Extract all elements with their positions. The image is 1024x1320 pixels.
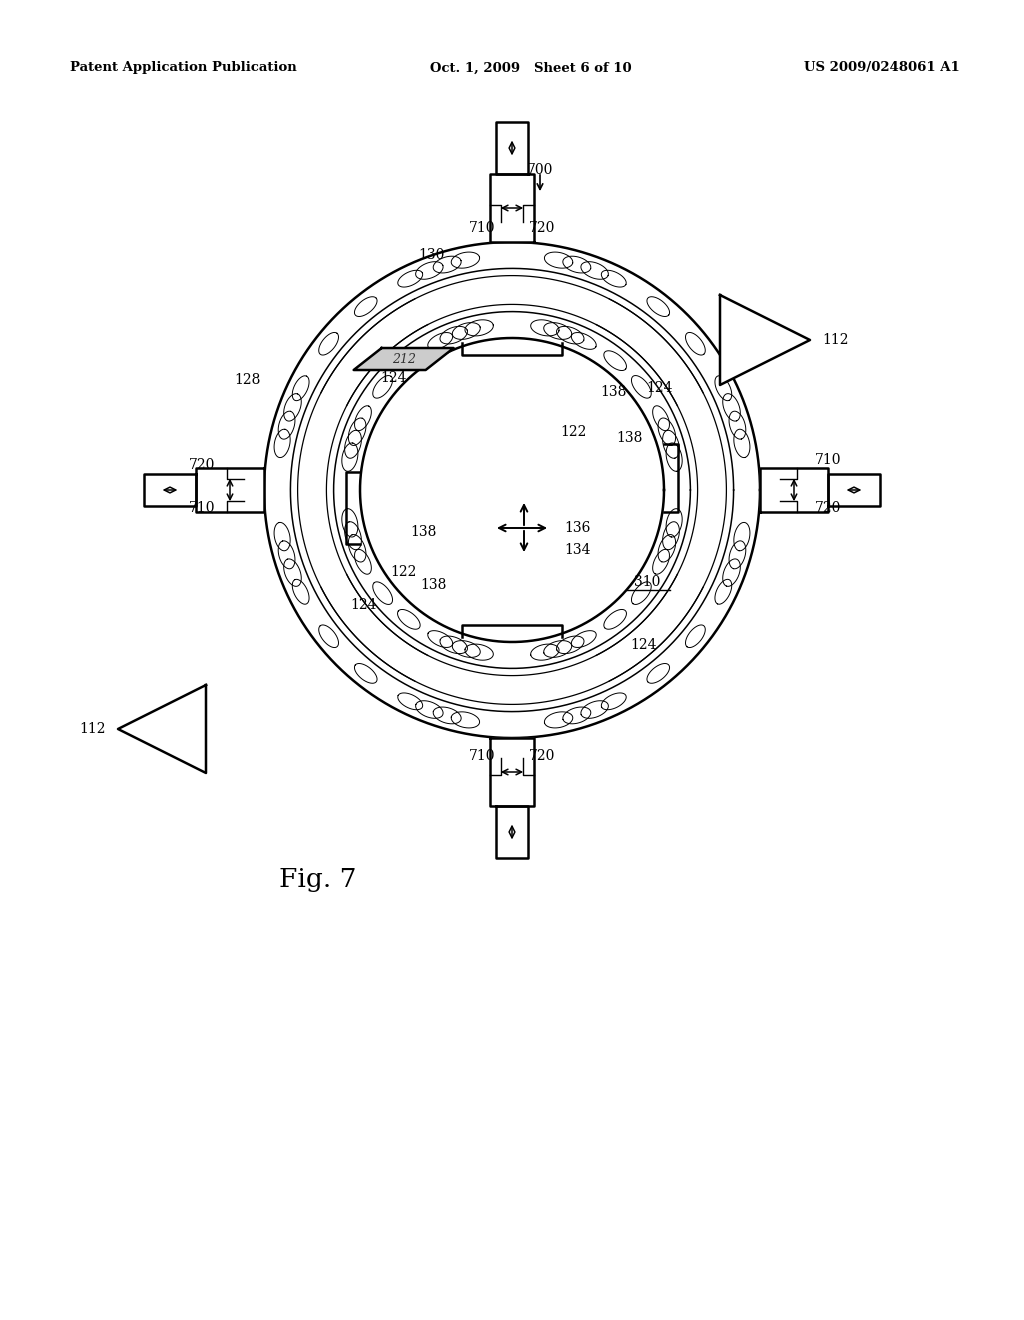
Text: 720: 720 [528, 220, 555, 235]
Text: 112: 112 [822, 333, 849, 347]
Polygon shape [118, 685, 206, 774]
Text: 720: 720 [188, 458, 215, 473]
Polygon shape [760, 469, 828, 512]
Text: 720: 720 [815, 502, 841, 515]
Text: 124: 124 [351, 598, 377, 612]
Text: 130: 130 [419, 248, 445, 263]
Text: 122: 122 [561, 425, 587, 440]
Polygon shape [353, 348, 454, 370]
Polygon shape [490, 174, 534, 242]
Polygon shape [720, 294, 810, 385]
Text: 138: 138 [421, 578, 447, 591]
Text: 710: 710 [469, 220, 496, 235]
Text: 710: 710 [188, 502, 215, 515]
Text: 128: 128 [234, 374, 261, 387]
Polygon shape [490, 738, 534, 807]
Text: 138: 138 [616, 432, 643, 445]
Text: 124: 124 [381, 371, 408, 385]
Text: 720: 720 [528, 748, 555, 763]
Text: 138: 138 [411, 525, 437, 539]
Text: 134: 134 [564, 543, 591, 557]
Text: 138: 138 [601, 385, 627, 399]
Text: 212: 212 [391, 352, 416, 366]
Text: Oct. 1, 2009   Sheet 6 of 10: Oct. 1, 2009 Sheet 6 of 10 [430, 62, 632, 74]
Text: 122: 122 [391, 565, 417, 579]
Text: Patent Application Publication: Patent Application Publication [70, 62, 297, 74]
Text: Fig. 7: Fig. 7 [280, 867, 356, 892]
Text: 710: 710 [469, 748, 496, 763]
Text: 124: 124 [631, 638, 657, 652]
Polygon shape [144, 474, 196, 506]
Text: 124: 124 [647, 381, 673, 395]
Polygon shape [828, 474, 880, 506]
Text: US 2009/0248061 A1: US 2009/0248061 A1 [804, 62, 961, 74]
Text: 136: 136 [564, 521, 591, 535]
Text: 710: 710 [815, 453, 842, 467]
Text: 310: 310 [634, 576, 660, 589]
Polygon shape [196, 469, 264, 512]
Polygon shape [497, 807, 527, 858]
Polygon shape [497, 121, 527, 174]
Text: 700: 700 [526, 162, 553, 177]
Text: 112: 112 [80, 722, 106, 737]
